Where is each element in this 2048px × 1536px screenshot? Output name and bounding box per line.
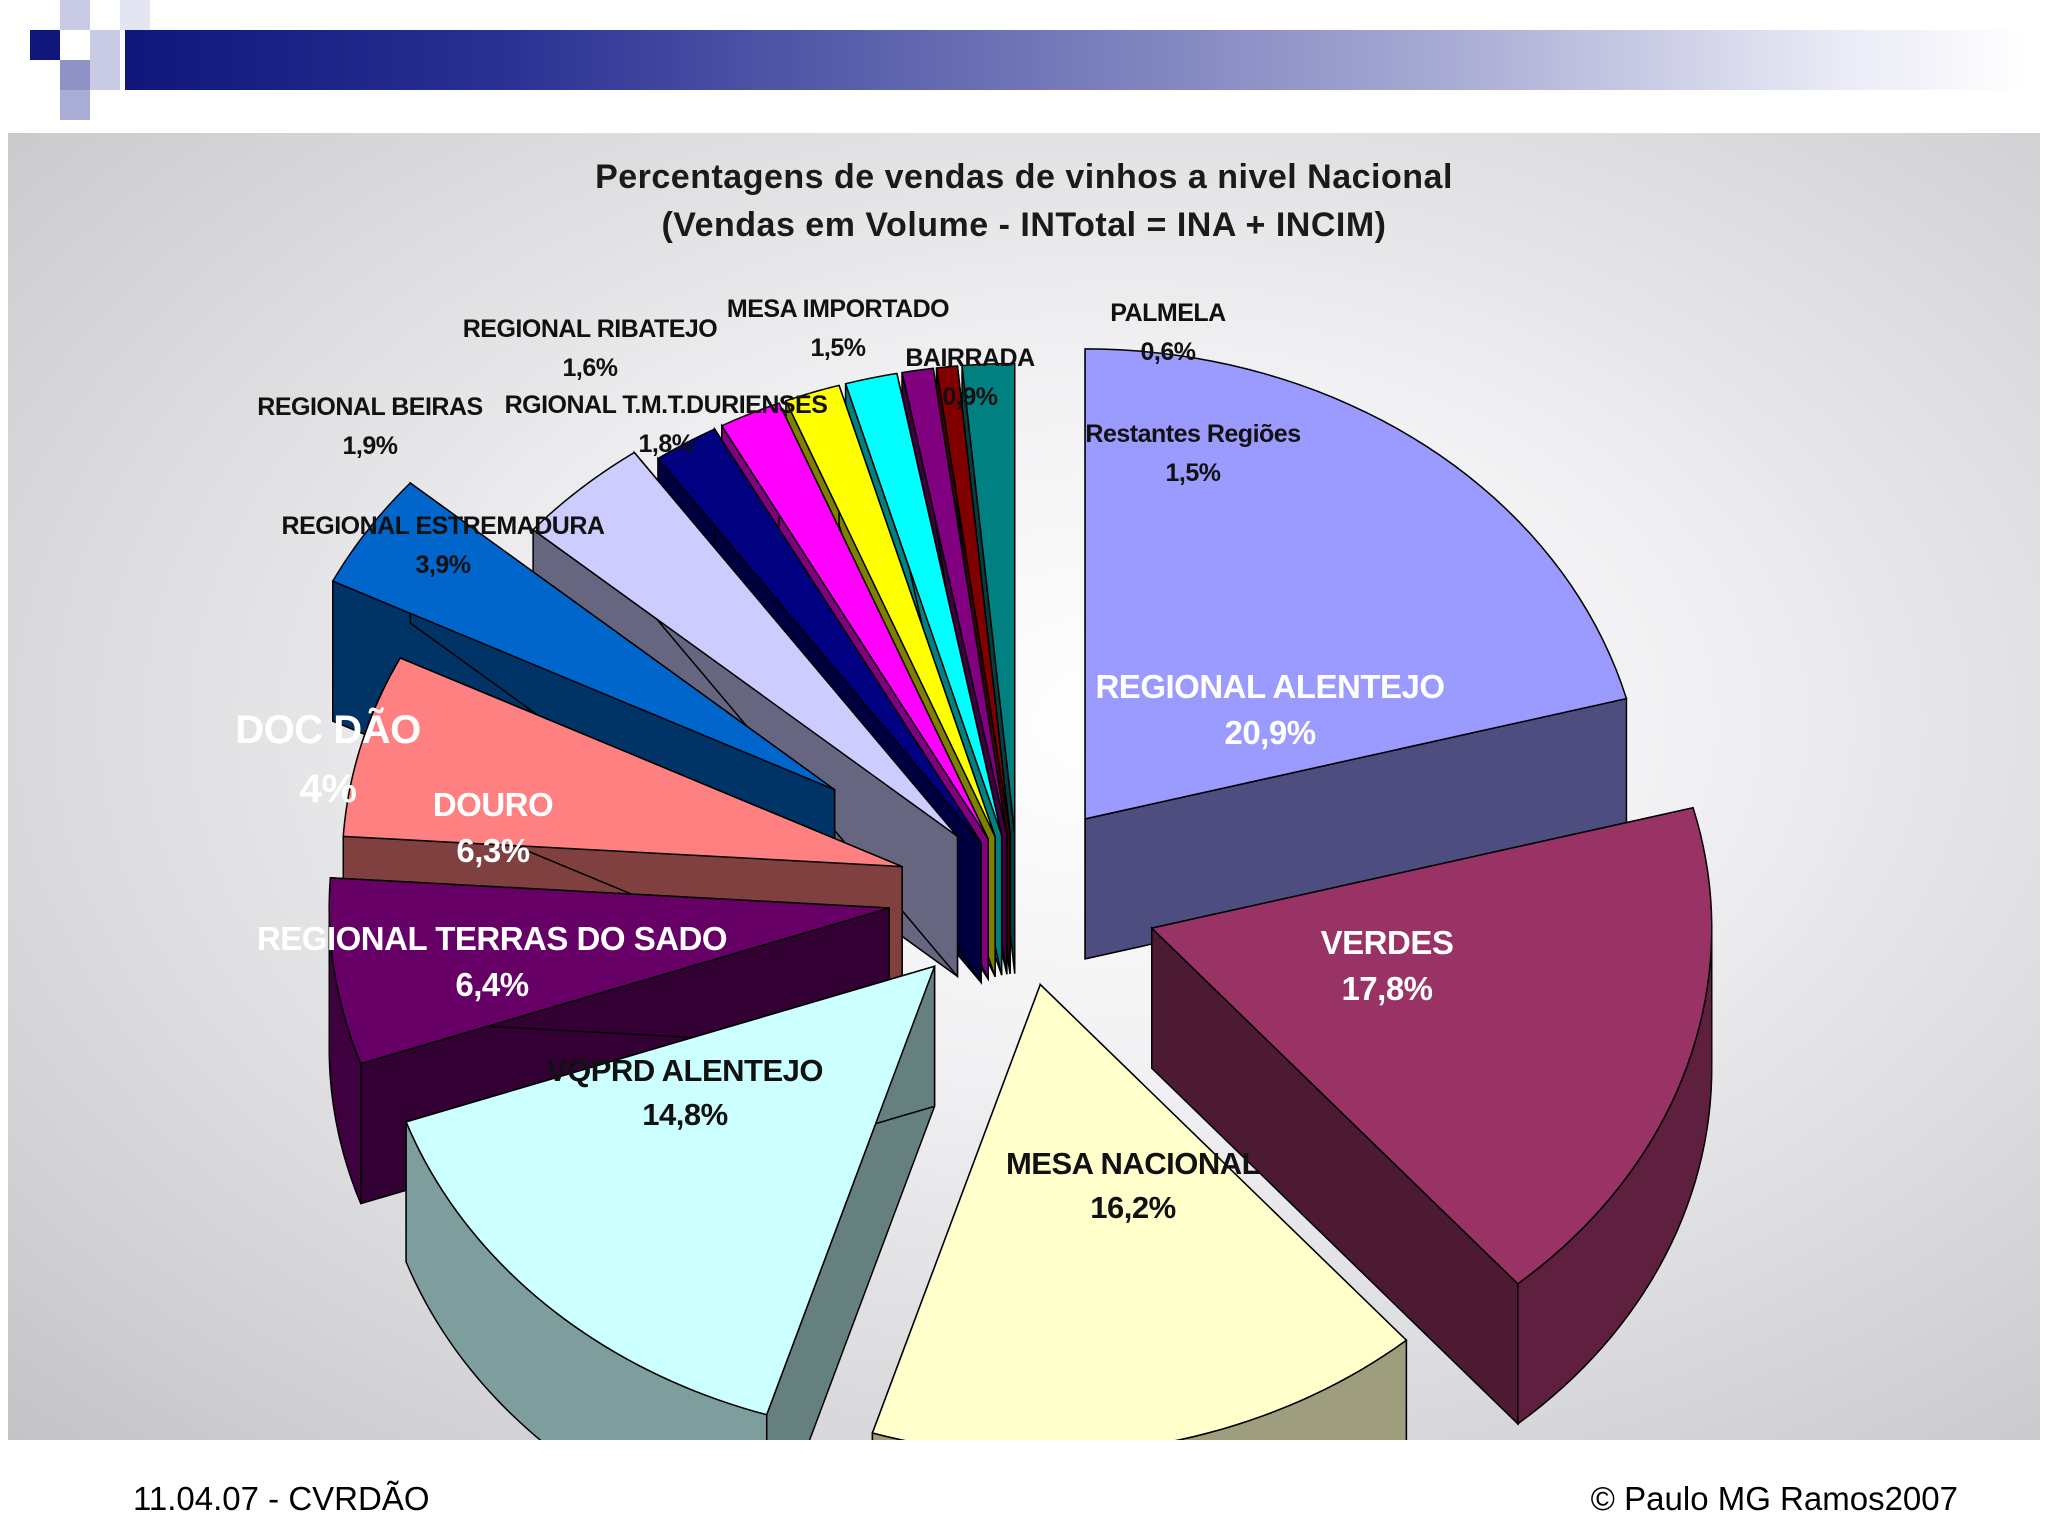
chart-subtitle: (Vendas em Volume - INTotal = INA + INCI… (661, 206, 1387, 244)
pie-slice (531, 451, 959, 837)
footer-left: 11.04.07 - CVRDÃO (133, 1480, 430, 1517)
slice-label: RGIONAL T.M.T.DURIENSES 1,8% (504, 391, 828, 458)
decor-square (60, 60, 90, 90)
pie-slice-group (405, 965, 936, 1440)
slice-label: REGIONAL ALENTEJO 20,9% (1095, 668, 1445, 751)
pie-slice (1084, 348, 1628, 820)
pie-slice (784, 384, 996, 838)
decor-square (30, 30, 60, 60)
pie-slice-group (871, 982, 1408, 1440)
slice-label: REGIONAL TERRAS DO SADO 6,4% (256, 920, 728, 1003)
slice-label: MESA NACIONAL 16,2% (1005, 1146, 1261, 1225)
slice-label: REGIONAL BEIRAS 1,9% (257, 393, 483, 460)
pie-slice (328, 877, 890, 1065)
pie-slice (901, 367, 1008, 835)
pie-slice (871, 983, 1408, 1440)
pie-slice (1150, 806, 1713, 1285)
chart-title: Percentagens de vendas de vinhos a nivel… (595, 158, 1453, 196)
pie-slice (961, 362, 1016, 834)
slice-label: REGIONAL ESTREMADURA 3,9% (281, 512, 605, 579)
pie-slice (342, 657, 903, 868)
header-gradient-bar (125, 30, 2025, 90)
footer-right: © Paulo MG Ramos2007 (1590, 1480, 1958, 1517)
slice-label: VQPRD ALENTEJO 14,8% (546, 1053, 824, 1132)
pie-slice-group (1150, 806, 1713, 1426)
pie-slice (656, 428, 982, 843)
pie-chart (328, 348, 1713, 1440)
decor-square (60, 90, 90, 120)
slice-label: DOURO 6,3% (432, 786, 554, 869)
decor-square (120, 0, 150, 30)
decor-square (90, 30, 120, 60)
slice-label: PALMELA 0,6% (1110, 299, 1226, 366)
pie-slice (405, 965, 936, 1416)
chart-area (8, 133, 2040, 1440)
slice-label: VERDES 17,8% (1320, 924, 1454, 1007)
slice-label: REGIONAL RIBATEJO 1,6% (462, 315, 718, 382)
slice-label: Restantes Regiões 1,5% (1085, 420, 1301, 487)
pie-slice (935, 365, 1011, 834)
pie-slice (844, 372, 1003, 836)
pie-slice (720, 402, 989, 840)
slice-label: DOC DÃO 4% (235, 708, 421, 811)
slice-label: BAIRRADA 0,9% (905, 344, 1035, 411)
decor-square (60, 0, 90, 30)
pie-slice (331, 482, 836, 791)
slice-label: MESA IMPORTADO 1,5% (726, 295, 950, 362)
decor-square (90, 60, 120, 90)
